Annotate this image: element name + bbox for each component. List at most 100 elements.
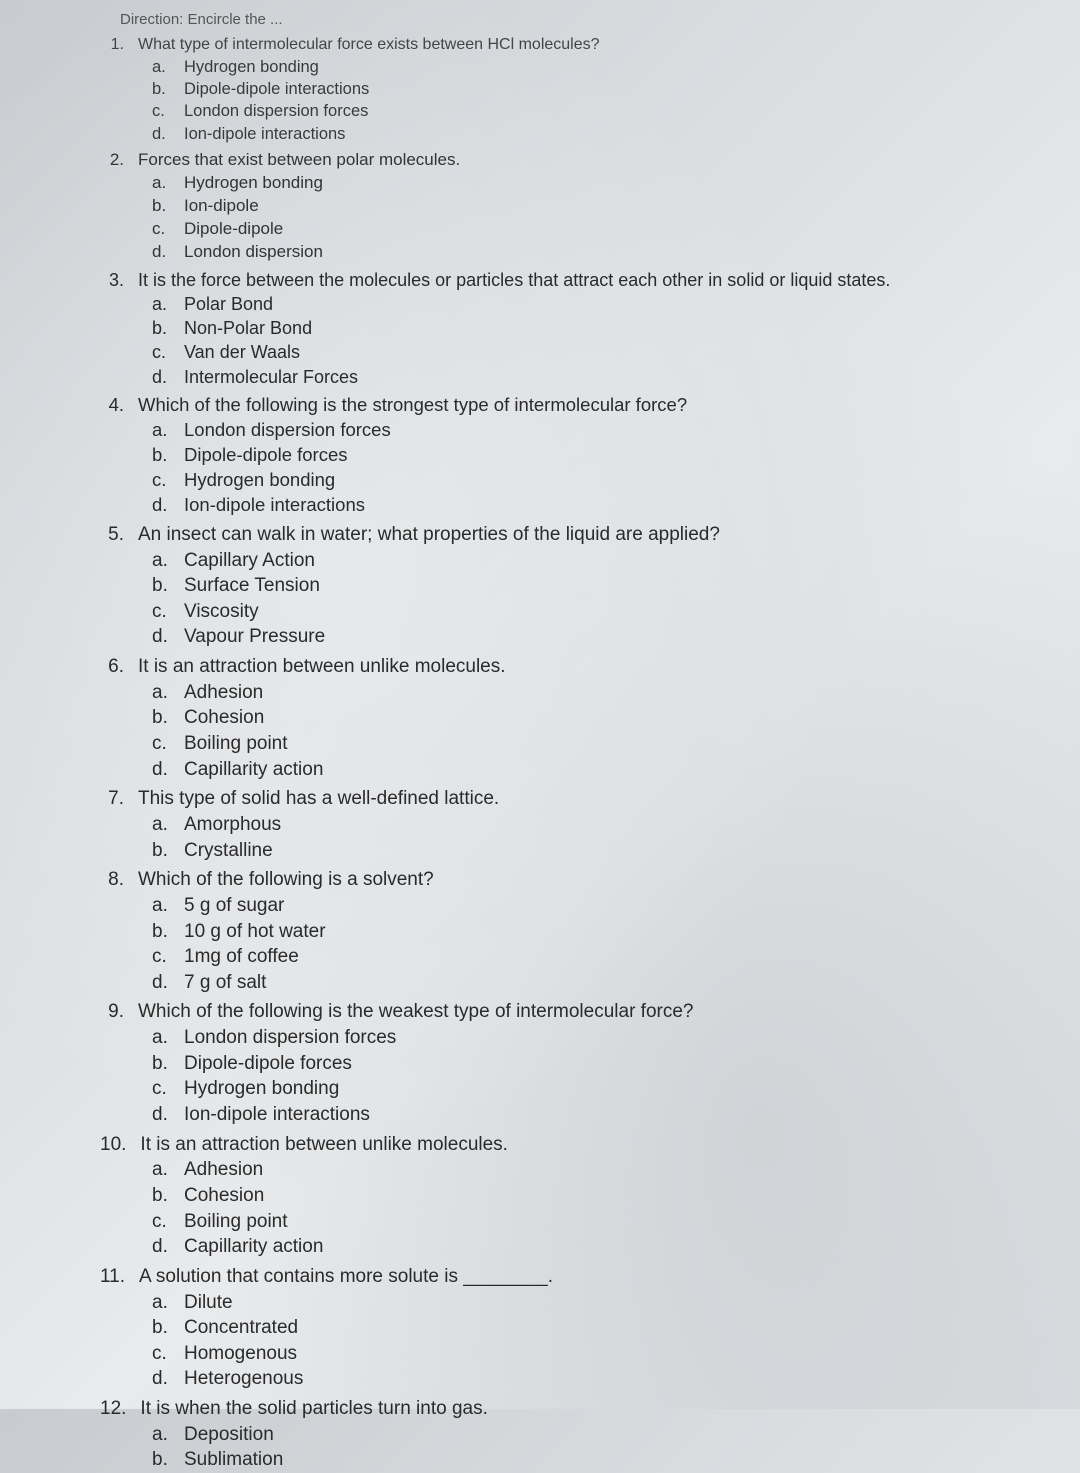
option-b: b.Dipole-dipole forces (152, 443, 1040, 468)
question-line: 11.A solution that contains more solute … (100, 1264, 1040, 1290)
question-text: Which of the following is the strongest … (138, 393, 1040, 418)
option-letter: b. (152, 1315, 184, 1341)
option-text: Dipole-dipole forces (184, 443, 348, 468)
question-7: 7.This type of solid has a well-defined … (100, 786, 1040, 863)
option-a: a.Hydrogen bonding (152, 56, 1040, 78)
option-text: Adhesion (184, 1157, 263, 1183)
option-text: Hydrogen bonding (184, 1076, 339, 1102)
option-letter: d. (152, 757, 184, 783)
option-text: 5 g of sugar (184, 893, 284, 919)
options-list: a.Amorphousb.Crystalline (100, 812, 1040, 863)
option-d: d.Capillarity action (152, 1234, 1040, 1260)
question-number: 4. (100, 393, 138, 418)
option-letter: c. (152, 731, 184, 757)
option-c: c.Homogenous (152, 1341, 1040, 1367)
question-number: 10. (100, 1132, 140, 1158)
question-line: 8.Which of the following is a solvent? (100, 867, 1040, 893)
question-number: 6. (100, 654, 138, 680)
option-text: Dilute (184, 1290, 233, 1316)
question-line: 5.An insect can walk in water; what prop… (100, 522, 1040, 548)
option-c: c.Boiling point (152, 1209, 1040, 1235)
option-letter: b. (152, 443, 184, 468)
option-text: Crystalline (184, 838, 273, 864)
option-d: d.Vapour Pressure (152, 624, 1040, 650)
option-c: c.Hydrogen bonding (152, 468, 1040, 493)
option-text: Ion-dipole interactions (184, 123, 345, 145)
option-d: d.Ion-dipole interactions (152, 1102, 1040, 1128)
question-12: 12.It is when the solid particles turn i… (100, 1396, 1040, 1473)
option-text: Hydrogen bonding (184, 56, 319, 78)
question-line: 7.This type of solid has a well-defined … (100, 786, 1040, 812)
option-c: c.1mg of coffee (152, 944, 1040, 970)
option-letter: a. (152, 418, 184, 443)
option-d: d.7 g of salt (152, 970, 1040, 996)
option-letter: b. (152, 705, 184, 731)
question-4: 4.Which of the following is the stronges… (100, 393, 1040, 518)
question-1: 1.What type of intermolecular force exis… (100, 34, 1040, 145)
option-text: Capillarity action (184, 757, 323, 783)
option-letter: d. (152, 970, 184, 996)
option-d: d.London dispersion (152, 241, 1040, 264)
option-text: Non-Polar Bond (184, 316, 312, 340)
option-text: Concentrated (184, 1315, 298, 1341)
question-2: 2.Forces that exist between polar molecu… (100, 149, 1040, 264)
option-text: Deposition (184, 1422, 274, 1448)
option-b: b.10 g of hot water (152, 919, 1040, 945)
option-letter: d. (152, 123, 184, 145)
option-letter: d. (152, 493, 184, 518)
option-letter: d. (152, 1366, 184, 1392)
option-c: c.Hydrogen bonding (152, 1076, 1040, 1102)
question-line: 3.It is the force between the molecules … (100, 268, 1040, 292)
option-a: a.5 g of sugar (152, 893, 1040, 919)
options-list: a.Adhesionb.Cohesionc.Boiling pointd.Cap… (100, 1157, 1040, 1260)
option-a: a.Capillary Action (152, 548, 1040, 574)
option-letter: c. (152, 218, 184, 241)
option-letter: c. (152, 1076, 184, 1102)
option-text: Hydrogen bonding (184, 468, 335, 493)
question-text: A solution that contains more solute is … (139, 1264, 1040, 1290)
question-text: It is an attraction between unlike molec… (138, 654, 1040, 680)
option-b: b.Cohesion (152, 1183, 1040, 1209)
option-d: d.Ion-dipole interactions (152, 123, 1040, 145)
option-letter: c. (152, 599, 184, 625)
options-list: a.Hydrogen bondingb.Dipole-dipole intera… (100, 56, 1040, 145)
options-list: a.Capillary Actionb.Surface Tensionc.Vis… (100, 548, 1040, 651)
option-letter: a. (152, 893, 184, 919)
options-list: a.Hydrogen bondingb.Ion-dipolec.Dipole-d… (100, 172, 1040, 264)
options-list: a.Depositionb.Sublimation (100, 1422, 1040, 1473)
option-letter: c. (152, 100, 184, 122)
question-number: 8. (100, 867, 138, 893)
option-letter: c. (152, 1209, 184, 1235)
option-c: c.Viscosity (152, 599, 1040, 625)
option-letter: c. (152, 944, 184, 970)
option-letter: b. (152, 1183, 184, 1209)
question-text: It is the force between the molecules or… (138, 268, 1040, 292)
option-a: a.Deposition (152, 1422, 1040, 1448)
option-letter: b. (152, 1051, 184, 1077)
option-text: Ion-dipole interactions (184, 493, 365, 518)
option-b: b.Sublimation (152, 1447, 1040, 1473)
option-letter: b. (152, 78, 184, 100)
option-text: Intermolecular Forces (184, 365, 358, 389)
option-text: Adhesion (184, 680, 263, 706)
option-a: a.London dispersion forces (152, 1025, 1040, 1051)
option-letter: b. (152, 838, 184, 864)
option-text: Boiling point (184, 731, 288, 757)
option-c: c.Dipole-dipole (152, 218, 1040, 241)
option-text: 7 g of salt (184, 970, 266, 996)
option-letter: b. (152, 1447, 184, 1473)
option-letter: a. (152, 1025, 184, 1051)
option-b: b.Concentrated (152, 1315, 1040, 1341)
question-number: 7. (100, 786, 138, 812)
options-list: a.London dispersion forcesb.Dipole-dipol… (100, 418, 1040, 518)
option-letter: d. (152, 365, 184, 389)
options-list: a.Polar Bondb.Non-Polar Bondc.Van der Wa… (100, 292, 1040, 389)
question-6: 6.It is an attraction between unlike mol… (100, 654, 1040, 782)
question-text: An insect can walk in water; what proper… (138, 522, 1040, 548)
option-b: b.Surface Tension (152, 573, 1040, 599)
question-list: Direction: Encircle the ... 1.What type … (100, 10, 1040, 1473)
option-letter: c. (152, 340, 184, 364)
option-text: 10 g of hot water (184, 919, 326, 945)
option-letter: b. (152, 919, 184, 945)
option-c: c.Van der Waals (152, 340, 1040, 364)
